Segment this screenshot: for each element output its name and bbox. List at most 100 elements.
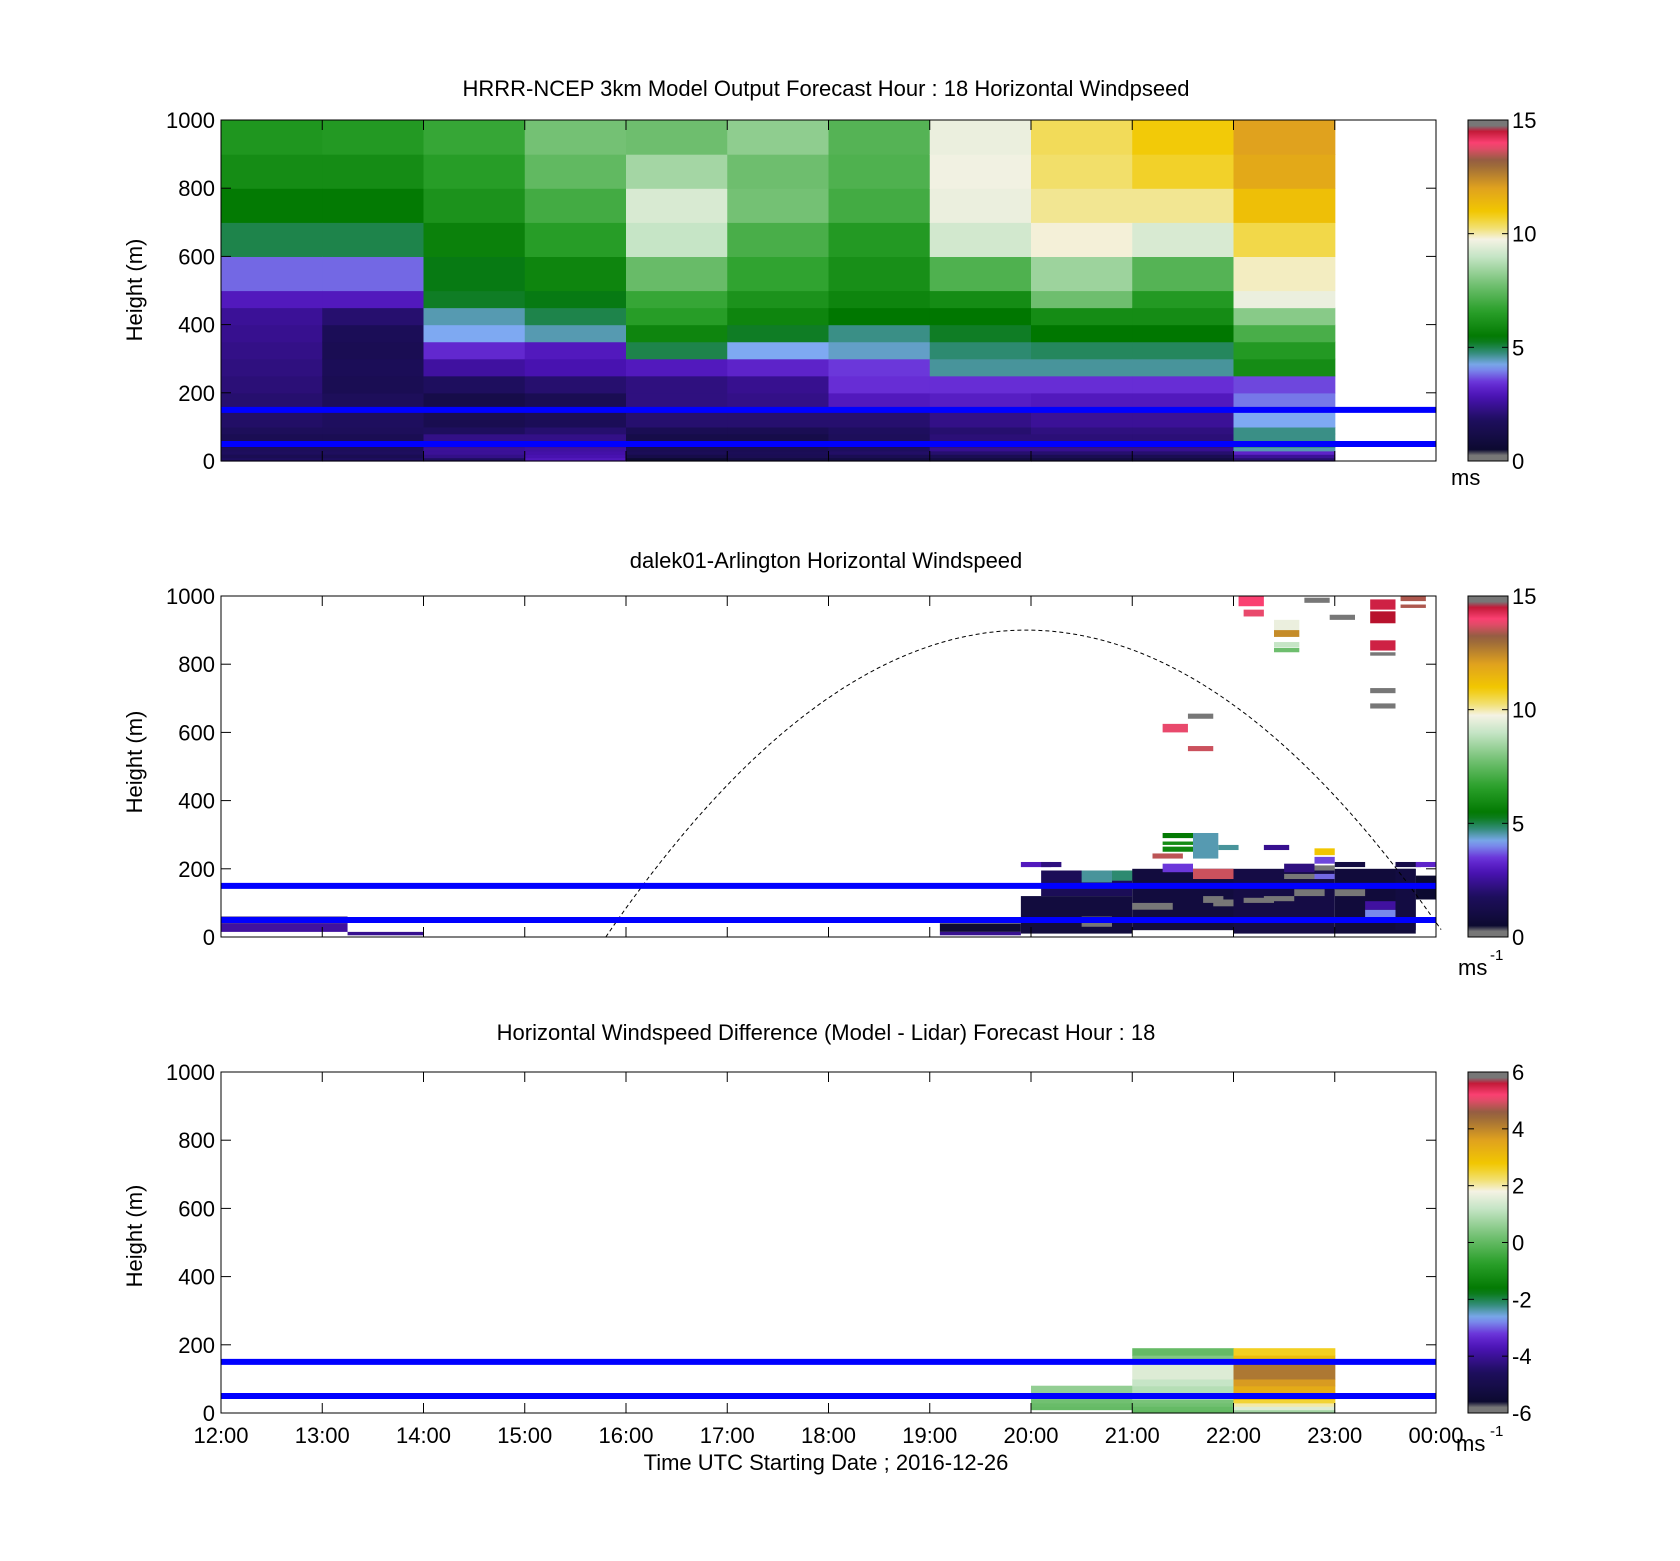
heatmap-cell	[524, 154, 627, 189]
heatmap-cell	[322, 256, 425, 292]
heatmap-cell	[929, 454, 1032, 459]
heatmap-cell	[423, 409, 526, 428]
lidar-cell	[1263, 896, 1295, 902]
heatmap-cell	[322, 154, 425, 189]
y-axis-label: Height (m)	[122, 239, 147, 342]
y-axis-label: Height (m)	[122, 711, 147, 814]
lidar-cell	[1334, 861, 1366, 868]
y-tick-label: 200	[178, 1333, 215, 1358]
x-tick-label: 17:00	[700, 1423, 755, 1448]
heatmap-cell	[929, 358, 1032, 377]
lidar-cell	[1370, 640, 1396, 651]
x-tick-label: 20:00	[1003, 1423, 1058, 1448]
heatmap-cell	[626, 375, 728, 394]
heatmap-cell	[1031, 457, 1133, 462]
heatmap-cell	[626, 447, 728, 452]
heatmap-cell	[1233, 1409, 1336, 1414]
heatmap-cell	[828, 392, 931, 411]
heatmap-cell	[524, 409, 627, 428]
heatmap-cell	[929, 290, 1032, 309]
heatmap-cell	[1031, 222, 1133, 257]
heatmap-cell	[1132, 188, 1235, 223]
heatmap-cell	[423, 222, 526, 257]
y-tick-label: 0	[203, 1401, 215, 1426]
colorbar-tick-label: 10	[1512, 222, 1536, 247]
panel-title: dalek01-Arlington Horizontal Windspeed	[630, 548, 1023, 573]
lidar-cell	[1274, 630, 1300, 637]
heatmap-cell	[727, 154, 830, 189]
y-tick-label: 1000	[166, 584, 215, 609]
heatmap-cell	[626, 307, 728, 326]
heatmap-cell	[727, 447, 830, 452]
heatmap-cell	[423, 256, 526, 292]
colorbar-tick-label: -6	[1512, 1401, 1532, 1426]
heatmap-cell	[1233, 188, 1336, 223]
lidar-cell	[1370, 703, 1396, 709]
heatmap-cell	[929, 450, 1032, 455]
heatmap-cell	[322, 290, 425, 309]
heatmap-cell	[626, 324, 728, 343]
heatmap-cell	[322, 392, 425, 411]
lidar-cell	[1162, 832, 1193, 839]
lidar-cell	[1314, 848, 1335, 856]
colorbar-frame	[1467, 595, 1509, 938]
heatmap-cell	[221, 358, 323, 377]
heatmap-cell	[423, 450, 526, 455]
heatmap-cell	[1031, 454, 1133, 459]
heatmap-cell	[524, 375, 627, 394]
heatmap-cell	[322, 120, 425, 155]
heatmap-cell	[1132, 1348, 1235, 1356]
heatmap-cell	[221, 307, 323, 326]
colorbar-fill	[1468, 596, 1508, 937]
lidar-cell	[1162, 846, 1193, 852]
heatmap-cell	[221, 256, 323, 292]
y-tick-label: 400	[178, 789, 215, 814]
heatmap-cell	[929, 341, 1032, 360]
heatmap-cell	[727, 454, 830, 459]
heatmap-cell	[1031, 1385, 1133, 1394]
heatmap-cell	[1132, 375, 1235, 394]
lidar-cell	[1329, 614, 1355, 620]
heatmap-cell	[1132, 358, 1235, 377]
lidar-cell	[1243, 609, 1264, 617]
heatmap-cell	[727, 256, 830, 292]
lidar-cell	[1415, 861, 1436, 868]
colorbar-tick-label: 5	[1512, 335, 1524, 360]
heatmap-cell	[727, 341, 830, 360]
heatmap-cell	[828, 433, 931, 442]
colorbar-frame	[1467, 119, 1509, 462]
heatmap-cell	[322, 409, 425, 428]
heatmap-cell	[1132, 1406, 1235, 1411]
heatmap-cell	[828, 120, 931, 155]
heatmap-cell	[1132, 392, 1235, 411]
heatmap-cell	[1233, 358, 1336, 377]
heatmap-cell	[524, 433, 627, 442]
heatmap-cell	[1031, 307, 1133, 326]
heatmap-cell	[1132, 426, 1235, 435]
x-tick-label: 19:00	[902, 1423, 957, 1448]
colorbar-speed: 0 5 10 15	[1467, 108, 1536, 474]
colorbar-unit-label: ms	[1456, 1431, 1485, 1456]
colorbar-tick-label: 15	[1512, 108, 1536, 133]
heatmap-cell	[626, 457, 728, 462]
heatmap-cell	[1031, 256, 1133, 292]
heatmap-cell	[828, 426, 931, 435]
heatmap-cell	[626, 454, 728, 459]
lidar-cell	[1218, 844, 1239, 851]
lidar-cell	[1193, 832, 1219, 859]
heatmap-cell	[828, 457, 931, 462]
lidar-cell	[1020, 861, 1052, 868]
heatmap-cell	[1132, 454, 1235, 459]
heatmap-cell	[1233, 450, 1336, 455]
y-tick-label: 800	[178, 652, 215, 677]
heatmap-cell	[221, 392, 323, 411]
lidar-cell	[1274, 642, 1300, 648]
x-tick-label: 14:00	[396, 1423, 451, 1448]
heatmap-cell	[423, 120, 526, 155]
lidar-cell	[1041, 861, 1062, 868]
colorbar-unit-label: ms	[1458, 955, 1487, 980]
lidar-cell	[1365, 909, 1396, 919]
heatmap-cell	[626, 433, 728, 442]
heatmap-cell	[1233, 426, 1336, 435]
